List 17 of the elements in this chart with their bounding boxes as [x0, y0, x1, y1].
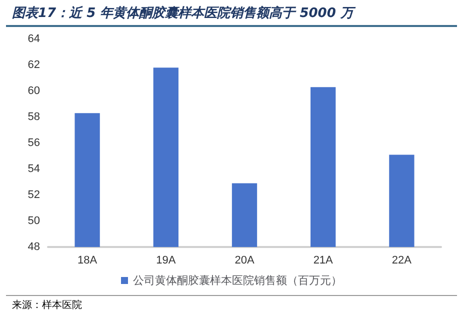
y-tick-label: 56: [28, 137, 40, 149]
x-tick-label: 21A: [313, 254, 334, 266]
y-tick-label: 60: [28, 85, 40, 97]
x-tick-label: 19A: [156, 254, 176, 266]
y-tick-label: 62: [28, 59, 40, 71]
y-tick-label: 50: [28, 215, 40, 227]
y-tick-label: 54: [28, 163, 40, 175]
x-tick-label: 18A: [78, 254, 98, 266]
chart-title: 图表17：近 5 年黄体酮胶囊样本医院销售额高于 5000 万: [6, 0, 457, 27]
y-tick-label: 48: [28, 241, 40, 253]
y-tick-label: 52: [28, 189, 40, 201]
x-tick-label: 20A: [234, 254, 255, 266]
source-note: 来源：样本医院: [6, 295, 457, 314]
legend-label: 公司黄体酮胶囊样本医院销售额（百万元）: [133, 274, 342, 287]
y-tick-label: 64: [28, 33, 40, 45]
x-tick-label: 22A: [392, 254, 412, 266]
y-tick-label: 58: [28, 111, 40, 123]
